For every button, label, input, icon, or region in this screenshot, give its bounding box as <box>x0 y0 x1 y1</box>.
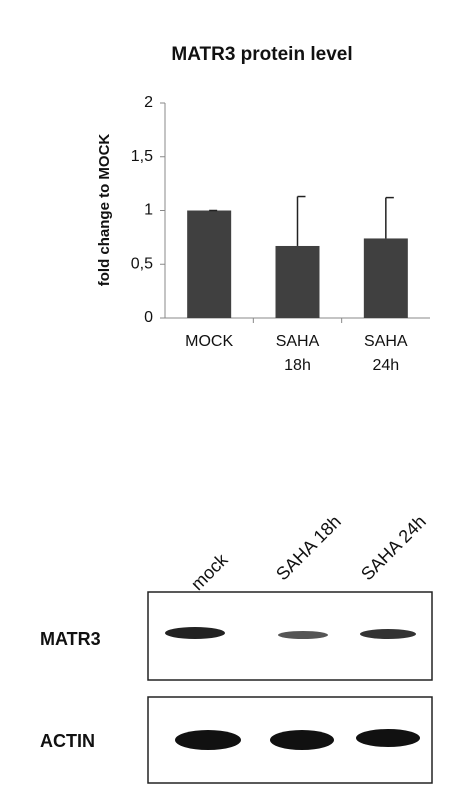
band <box>360 629 416 639</box>
lane-label: SAHA 24h <box>357 511 430 584</box>
lane-label: SAHA 18h <box>272 511 345 584</box>
row-label: MATR3 <box>40 629 101 649</box>
band <box>278 631 328 639</box>
y-tick-label: 0 <box>144 309 153 326</box>
band <box>356 729 420 747</box>
bar <box>187 211 231 319</box>
bar <box>364 238 408 318</box>
row-label: ACTIN <box>40 731 95 751</box>
band <box>270 730 334 750</box>
y-axis-label: fold change to MOCK <box>96 134 113 287</box>
bar <box>276 246 320 318</box>
band <box>165 627 225 639</box>
y-tick-label: 1 <box>144 202 153 219</box>
y-tick-label: 1,5 <box>131 148 153 165</box>
band <box>175 730 241 750</box>
error-bar <box>298 197 306 246</box>
x-tick-label: MOCK <box>185 333 233 350</box>
error-bar <box>386 198 394 239</box>
y-tick-label: 0,5 <box>131 255 153 272</box>
chart-title: MATR3 protein level <box>171 44 352 65</box>
blot: MATR3 ACTIN mock SAHA 18h SAHA 24h <box>40 511 432 783</box>
figure: MATR3 protein level fold change to MOCK … <box>0 0 457 803</box>
lane-label: mock <box>187 549 232 594</box>
y-tick-label: 2 <box>144 94 153 111</box>
